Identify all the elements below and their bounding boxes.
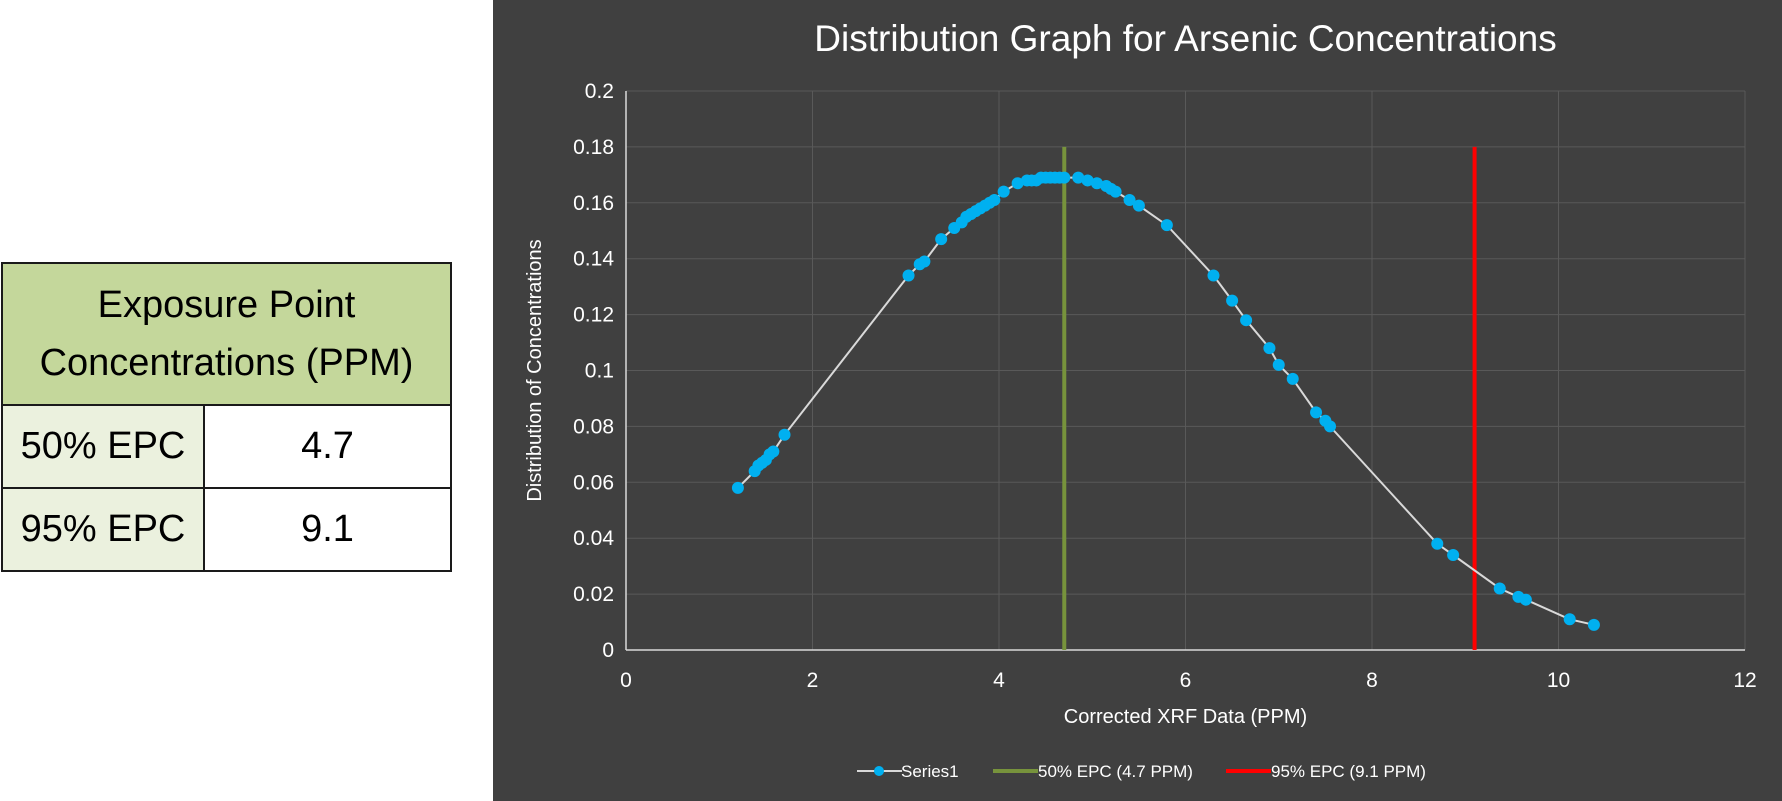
distribution-chart: Distribution Graph for Arsenic Concentra…: [524, 18, 1757, 781]
x-tick-label: 6: [1180, 669, 1192, 692]
y-axis-label: Distribution of Concentrations: [524, 239, 546, 501]
series1-point: [778, 428, 791, 441]
series1-point: [1272, 358, 1285, 371]
epc-table: Exposure Point Concentrations (PPM) 50% …: [1, 262, 452, 572]
y-tick-label: 0.14: [573, 248, 614, 271]
x-tick-label: 12: [1733, 669, 1756, 692]
legend-series1-label: Series1: [901, 762, 959, 781]
epc-50-value: 4.7: [203, 404, 452, 489]
series1-point: [1587, 618, 1600, 631]
series1-point: [767, 445, 780, 458]
series1-point: [1519, 593, 1532, 606]
series1-point: [918, 255, 931, 268]
series1-point: [1132, 199, 1145, 212]
epc-table-header-line1: Exposure Point: [97, 284, 356, 326]
series1-point: [1160, 219, 1173, 232]
legend-epc50-label: 50% EPC (4.7 PPM): [1038, 762, 1193, 781]
legend-epc95-label: 95% EPC (9.1 PPM): [1271, 762, 1426, 781]
series1-point: [997, 185, 1010, 198]
y-tick-label: 0.2: [585, 80, 614, 103]
x-tick-label: 8: [1366, 669, 1378, 692]
series1-point: [1123, 194, 1136, 207]
y-tick-label: 0.02: [573, 583, 614, 606]
series1-point: [1240, 314, 1253, 327]
series1-point: [1447, 548, 1460, 561]
epc-95-value: 9.1: [203, 487, 452, 572]
series1-point: [1563, 613, 1576, 626]
epc-table-row-95: 95% EPC 9.1: [1, 487, 452, 572]
series1-point: [988, 194, 1001, 207]
epc-95-label: 95% EPC: [1, 487, 205, 572]
y-tick-label: 0.04: [573, 527, 614, 550]
series1-point: [1324, 420, 1337, 433]
series1-point: [1058, 171, 1071, 184]
series1-point: [902, 269, 915, 282]
y-tick-label: 0.1: [585, 360, 614, 383]
y-tick-label: 0.06: [573, 471, 614, 494]
y-tick-label: 0.16: [573, 192, 614, 215]
x-tick-label: 0: [620, 669, 632, 692]
epc-table-header-line2: Concentrations (PPM): [39, 342, 414, 384]
series1-point: [1072, 171, 1085, 184]
y-tick-label: 0.18: [573, 136, 614, 159]
series1-point: [1263, 342, 1276, 355]
x-tick-label: 2: [807, 669, 819, 692]
series1-point: [1286, 372, 1299, 385]
legend-series1-marker: [874, 766, 884, 776]
series1-point: [1090, 177, 1103, 190]
series1-point: [1431, 537, 1444, 550]
series1-point: [1310, 406, 1323, 419]
epc-50-label: 50% EPC: [1, 404, 205, 489]
series1-point: [1207, 269, 1220, 282]
x-tick-label: 4: [993, 669, 1005, 692]
series1-point: [1226, 294, 1239, 307]
series1-point: [1493, 582, 1506, 595]
series1-point: [1081, 174, 1094, 187]
epc-table-header: Exposure Point Concentrations (PPM): [1, 262, 452, 406]
y-tick-label: 0.12: [573, 304, 614, 327]
epc-table-row-50: 50% EPC 4.7: [1, 404, 452, 489]
series1-point: [731, 481, 744, 494]
series1-point: [1011, 177, 1024, 190]
series1-point: [935, 233, 948, 246]
y-tick-label: 0: [602, 639, 614, 662]
series1-point: [1109, 185, 1122, 198]
chart-title: Distribution Graph for Arsenic Concentra…: [814, 18, 1556, 59]
x-tick-label: 10: [1547, 669, 1570, 692]
chart-panel: Distribution Graph for Arsenic Concentra…: [493, 0, 1782, 801]
x-axis-label: Corrected XRF Data (PPM): [1064, 706, 1307, 728]
epc-table-header-row: Exposure Point Concentrations (PPM): [1, 262, 452, 406]
series1-line: [737, 176, 1595, 626]
y-tick-label: 0.08: [573, 415, 614, 438]
